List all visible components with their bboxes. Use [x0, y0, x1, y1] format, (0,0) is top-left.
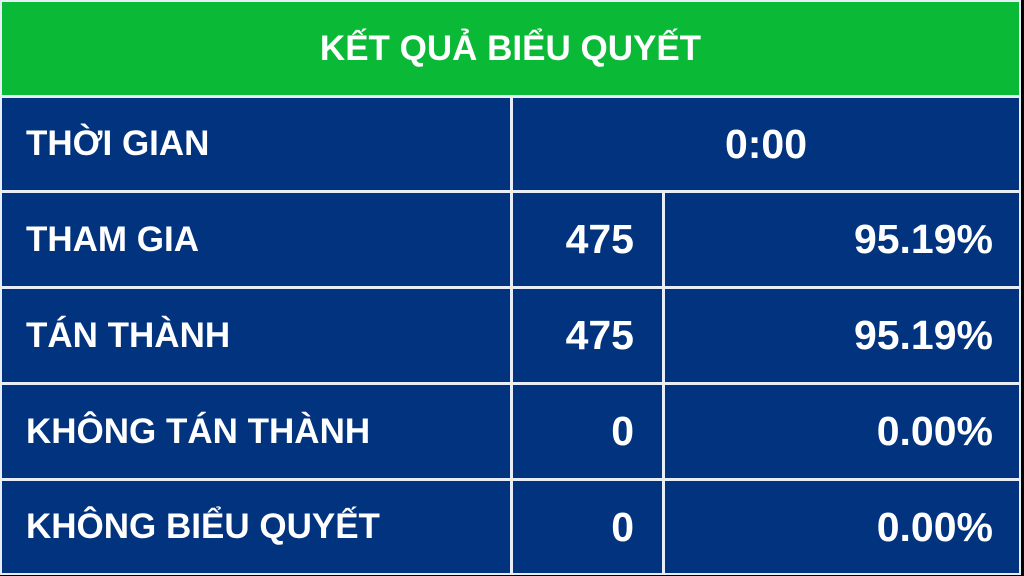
row-count-approve: 475	[513, 289, 662, 382]
row-label-approve: TÁN THÀNH	[2, 289, 510, 382]
row-label-abstain: KHÔNG BIỂU QUYẾT	[2, 481, 510, 573]
row-percent-participating: 95.19%	[665, 193, 1019, 286]
row-count-disapprove: 0	[513, 385, 662, 478]
row-percent-abstain: 0.00%	[665, 481, 1019, 573]
row-count-participating: 475	[513, 193, 662, 286]
row-percent-disapprove: 0.00%	[665, 385, 1019, 478]
time-value: 0:00	[513, 98, 1019, 190]
row-count-abstain: 0	[513, 481, 662, 573]
row-percent-approve: 95.19%	[665, 289, 1019, 382]
time-label: THỜI GIAN	[2, 98, 510, 190]
row-label-participating: THAM GIA	[2, 193, 510, 286]
board-title: KẾT QUẢ BIỂU QUYẾT	[2, 2, 1019, 95]
row-label-disapprove: KHÔNG TÁN THÀNH	[2, 385, 510, 478]
